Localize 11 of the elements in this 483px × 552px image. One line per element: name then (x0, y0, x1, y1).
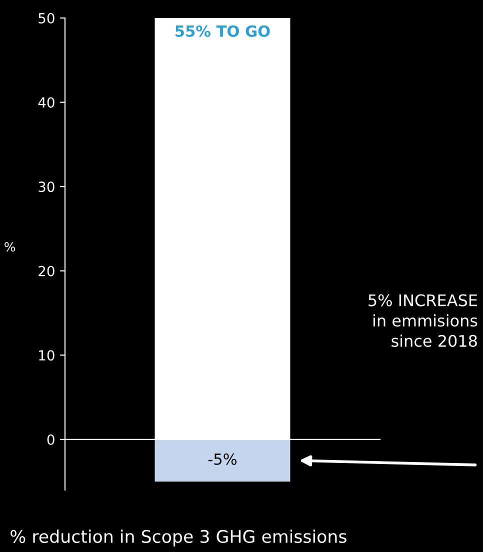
y-tick-label: 50 (38, 12, 54, 24)
y-axis-title: % (4, 242, 16, 252)
y-tick-label: 10 (39, 350, 54, 361)
annotation: 5% INCREASE in emmisions since 2018 (368, 294, 478, 347)
y-tick-label: 0 (47, 434, 54, 445)
text: % reduction in Scope 3 GHG emissions (10, 530, 346, 546)
y-tick-label: 30 (38, 182, 54, 192)
data-label: -5% (208, 453, 237, 465)
y-tick-label: 20 (38, 266, 54, 276)
annotation: 55% TO GO (176, 25, 270, 37)
y-tick-label: 40 (38, 97, 54, 108)
